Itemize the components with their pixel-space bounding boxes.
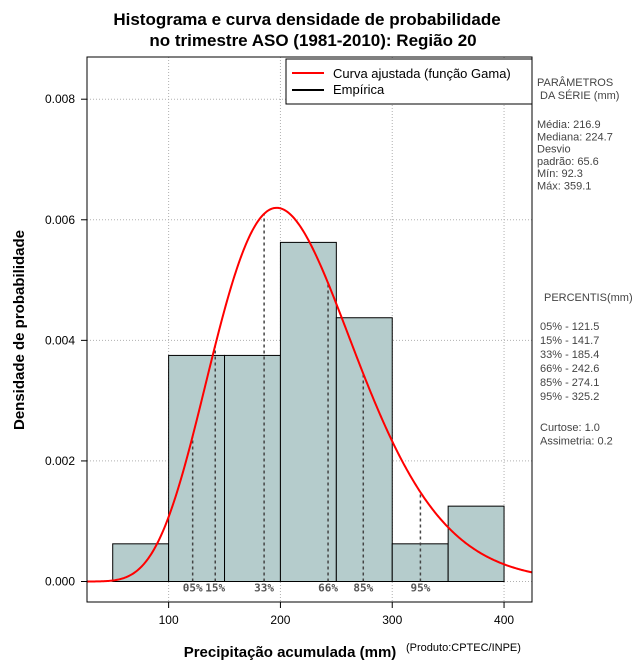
shape-line: Assimetria: 0.2 [540,436,613,448]
y-tick-label: 0.006 [45,213,75,227]
fitted-curve-line [87,206,533,583]
y-axis-label: Densidade de probabilidade [11,230,28,430]
legend-empirical-label: Empírica [333,82,385,97]
stat-line: padrão: 65.6 [537,156,599,168]
percentil-line: 85% - 274.1 [540,377,599,389]
x-axis: 100 200 300 400 [159,601,514,627]
percentile-labels: 05% 15% 33% 66% 85% 95% [183,582,431,595]
histogram-bar [279,241,337,583]
percentis-title: PERCENTIS(mm) [544,292,633,304]
legend-fitted-label: Curva ajustada (função Gama) [333,66,511,81]
percentile-label: 15% [205,582,225,595]
y-tick-label: 0.000 [45,575,75,589]
x-tick-label: 300 [382,613,402,627]
shape-list: Curtose: 1.0 Assimetria: 0.2 [540,422,613,448]
stat-line: Mediana: 224.7 [537,131,613,143]
shape-line: Curtose: 1.0 [540,422,600,434]
y-tick-label: 0.008 [45,92,75,106]
percentil-line: 15% - 141.7 [540,335,599,347]
x-tick-label: 400 [494,613,514,627]
y-axis: 0.000 0.002 0.004 0.006 0.008 [45,92,88,589]
x-tick-label: 200 [270,613,290,627]
chart-title-line1: Histograma e curva densidade de probabil… [113,10,500,29]
legend: Curva ajustada (função Gama) Empírica [285,58,533,105]
percentile-label: 95% [410,582,430,595]
percentile-label: 66% [318,582,338,595]
x-tick-label: 100 [159,613,179,627]
histogram-bar [447,505,505,583]
histogram-bar [168,354,226,583]
side-panel: PARÂMETROS DA SÉRIE (mm) Média: 216.9Med… [537,76,633,448]
y-tick-label: 0.002 [45,454,75,468]
percentile-lines [191,213,422,582]
stat-line: Média: 216.9 [537,119,601,131]
histogram-bar [224,354,281,583]
legend-box [285,58,533,105]
stat-line: Mín: 92.3 [537,168,583,180]
percentil-line: 95% - 325.2 [540,391,599,403]
y-tick-label: 0.004 [45,333,75,347]
histogram-bar [112,543,170,583]
percentile-label: 85% [353,582,373,595]
params-title-line2: DA SÉRIE (mm) [540,89,619,102]
stat-line: Desvio [537,144,571,156]
x-axis-label: Precipitação acumulada (mm) [184,644,397,660]
chart-title-line2: no trimestre ASO (1981-2010): Região 20 [149,31,476,50]
percentis-list: 05% - 121.5 15% - 141.7 33% - 185.4 66% - 2… [540,321,599,403]
histogram-bars [112,241,505,583]
percentile-label: 33% [254,582,274,595]
histogram-bar [335,317,393,583]
product-credit: (Produto:CPTEC/INPE) [406,642,521,654]
percentil-line: 05% - 121.5 [540,321,599,333]
percentil-line: 33% - 185.4 [540,349,599,361]
params-title-line1: PARÂMETROS [537,76,613,89]
percentil-line: 66% - 242.6 [540,363,599,375]
fitted-curve-group [87,206,533,583]
stat-line: Máx: 359.1 [537,181,591,193]
percentile-label: 05% [183,582,203,595]
